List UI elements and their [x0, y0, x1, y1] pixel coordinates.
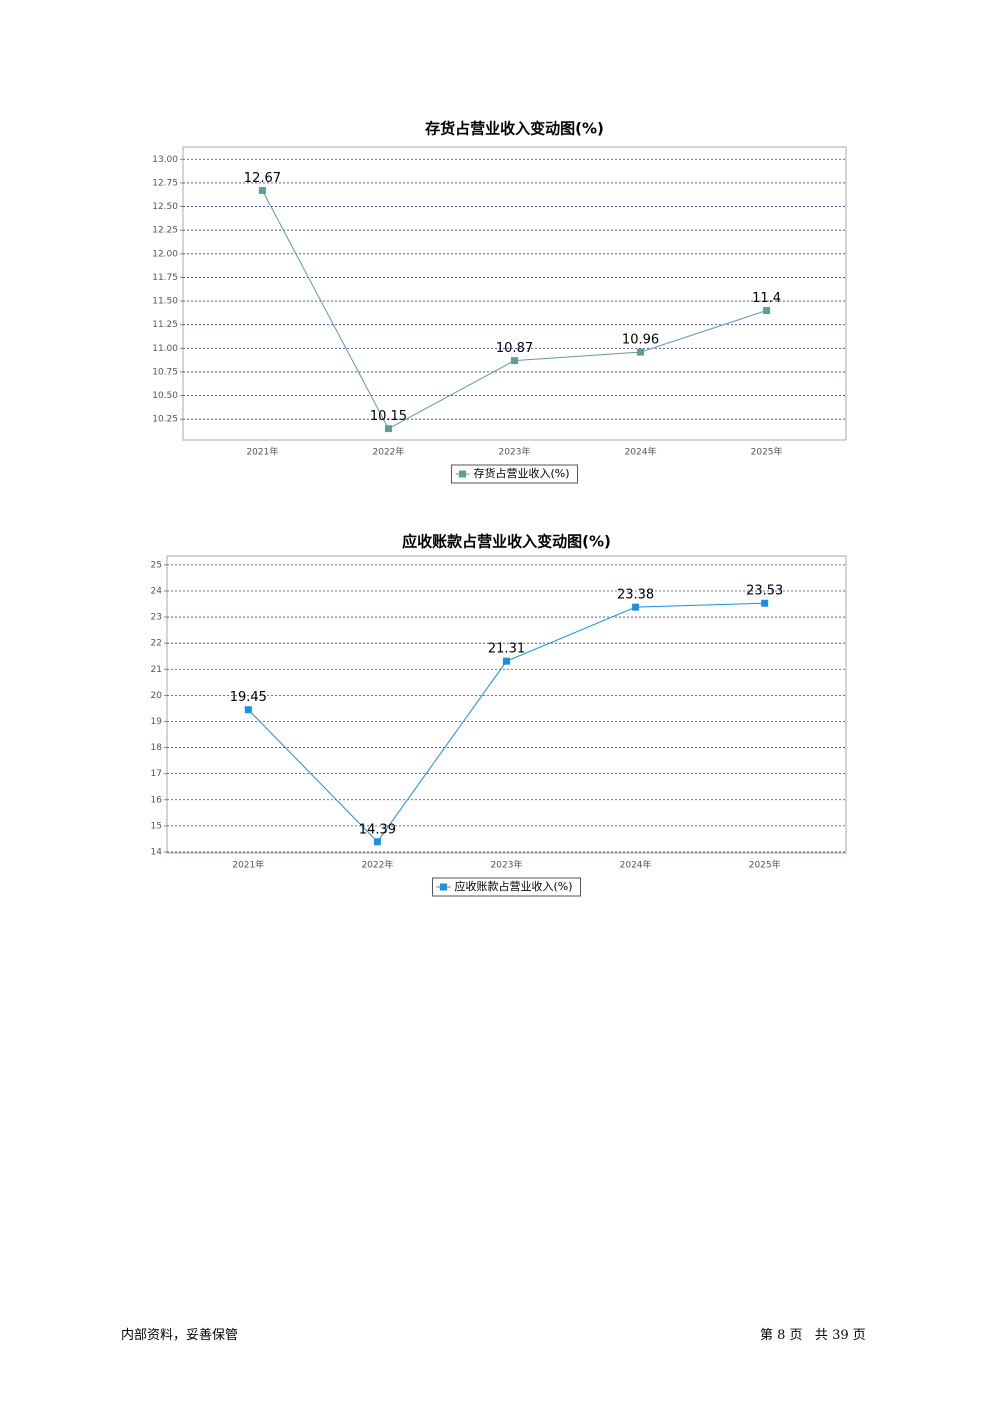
point-marker — [373, 838, 381, 846]
data-label: 23.38 — [617, 588, 654, 603]
point-marker — [384, 425, 392, 433]
y-tick-label: 12.50 — [152, 202, 178, 212]
y-tick-label: 18 — [151, 743, 163, 753]
x-tick-label: 2021年 — [232, 859, 264, 871]
y-tick-label: 20 — [151, 691, 163, 701]
x-tick-label: 2023年 — [491, 859, 523, 871]
x-tick-label: 2022年 — [373, 446, 405, 458]
point-marker — [503, 657, 510, 665]
y-tick-label: 10.75 — [152, 367, 178, 377]
x-tick-label: 2022年 — [361, 859, 393, 871]
data-label: 21.31 — [488, 642, 525, 657]
y-tick-label: 10.50 — [152, 391, 178, 401]
y-tick-label: 24 — [151, 586, 163, 596]
plot-area — [182, 146, 847, 441]
y-tick-label: 15 — [151, 821, 162, 831]
x-tick-label: 2021年 — [246, 446, 278, 458]
data-label: 10.87 — [496, 341, 533, 356]
x-tick-label: 2023年 — [499, 446, 531, 458]
y-tick-label: 11.50 — [152, 297, 178, 307]
y-tick-label: 13.00 — [152, 155, 178, 165]
y-tick-label: 10.25 — [152, 415, 178, 425]
point-marker — [258, 186, 266, 194]
y-tick-label: 12.25 — [152, 226, 178, 236]
y-tick-label: 17 — [151, 769, 162, 779]
footer-left: 内部资料，妥善保管 — [121, 1328, 239, 1343]
charts: 存货占营业收入变动图(%) 10.25 10.50 10.75 11.00 11.25 11… — [151, 120, 847, 897]
y-tick-label: 25 — [151, 560, 162, 570]
data-label: 10.15 — [370, 409, 407, 424]
point-marker — [244, 706, 252, 714]
y-tick-label: 19 — [151, 717, 163, 727]
footer-right: 第 8 页 共 39 页 — [760, 1328, 866, 1343]
legend-box — [431, 877, 582, 897]
legend-marker — [458, 470, 466, 478]
chart-title: 应收账款占营业收入变动图(%) — [402, 533, 611, 551]
y-tick-label: 12.75 — [152, 178, 178, 188]
legend-marker — [439, 883, 447, 891]
point-marker — [763, 307, 771, 315]
y-tick-label: 14 — [151, 847, 163, 857]
data-label: 10.96 — [622, 333, 659, 348]
data-label: 11.4 — [752, 291, 781, 306]
legend-box — [450, 464, 579, 484]
legend-label: 存货占营业收入(%) — [473, 466, 569, 480]
y-tick-label: 23 — [151, 613, 162, 623]
point-marker — [511, 357, 518, 365]
y-tick-label: 21 — [151, 665, 162, 675]
y-tick-label: 22 — [151, 639, 162, 649]
data-label: 23.53 — [746, 584, 783, 599]
y-tick-label: 11.00 — [152, 344, 178, 354]
point-marker — [761, 599, 769, 607]
data-label: 14.39 — [359, 822, 396, 837]
y-tick-label: 11.25 — [152, 320, 178, 330]
x-tick-label: 2024年 — [625, 446, 657, 458]
y-tick-label: 12.00 — [152, 249, 178, 259]
data-label: 19.45 — [230, 690, 267, 705]
data-label: 12.67 — [244, 171, 281, 186]
y-tick-label: 11.75 — [152, 273, 178, 283]
plot-area — [166, 555, 847, 854]
point-marker — [632, 603, 640, 611]
point-marker — [637, 348, 645, 356]
y-tick-label: 16 — [151, 795, 163, 805]
x-tick-label: 2025年 — [749, 859, 781, 871]
x-tick-label: 2025年 — [751, 446, 783, 458]
legend-label: 应收账款占营业收入(%) — [454, 879, 572, 893]
x-tick-label: 2024年 — [620, 859, 652, 871]
chart-title: 存货占营业收入变动图(%) — [425, 120, 604, 138]
